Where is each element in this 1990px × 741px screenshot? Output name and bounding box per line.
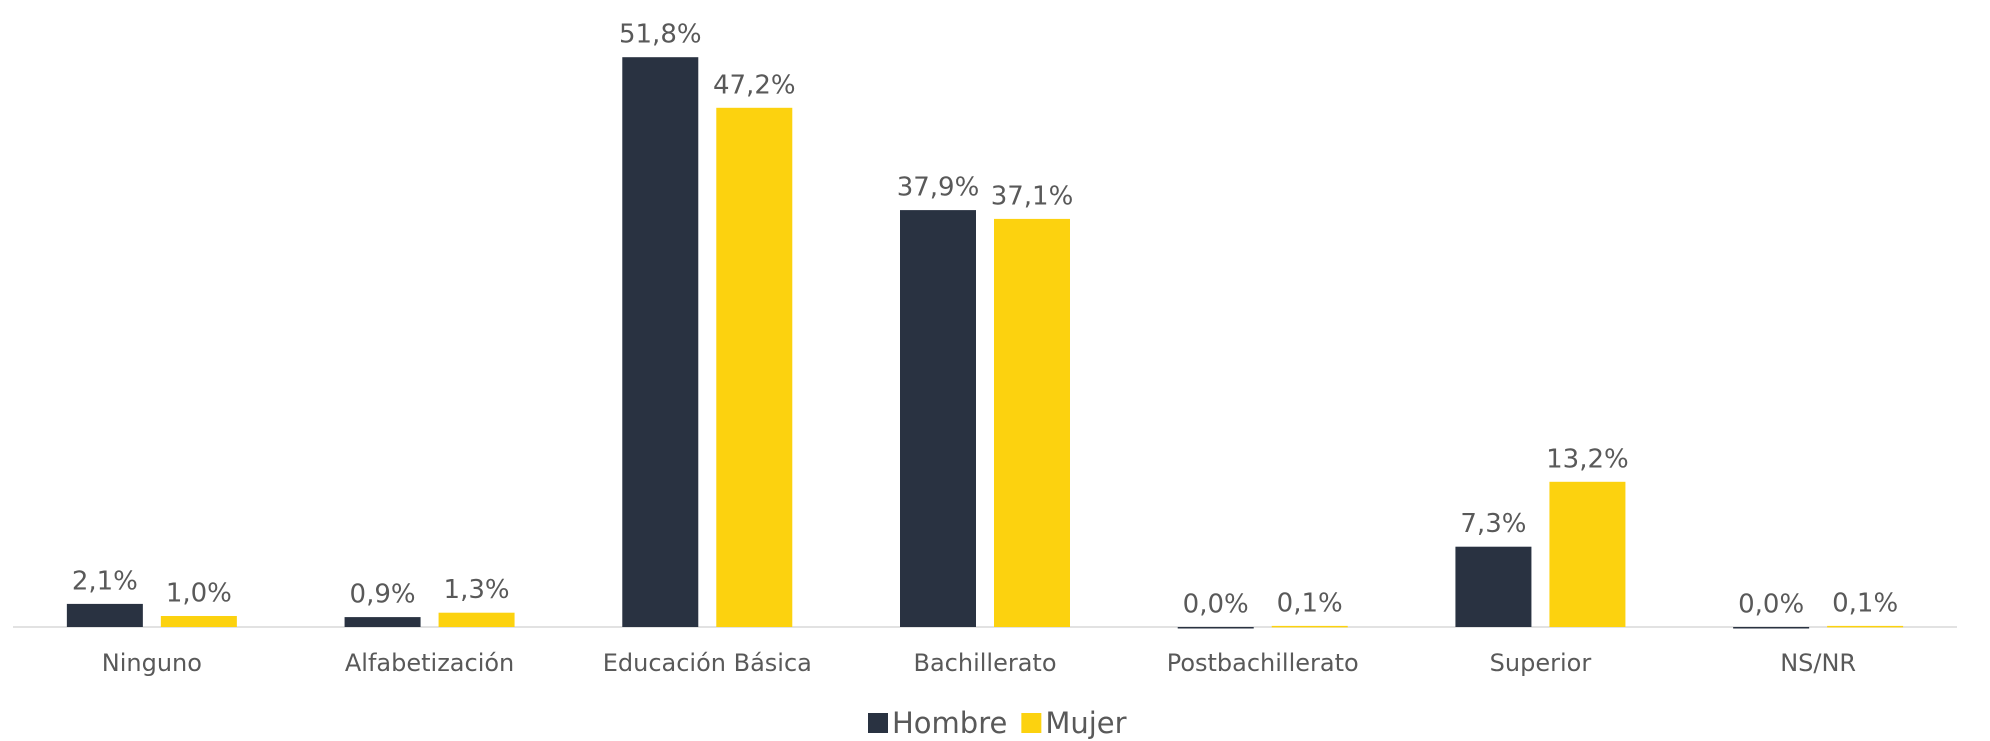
- data-label: 1,0%: [166, 579, 232, 609]
- data-label: 37,1%: [991, 181, 1074, 211]
- legend-swatch: [1021, 713, 1042, 733]
- x-tick-label: Educación Básica: [603, 649, 812, 677]
- bar: [1455, 546, 1532, 627]
- bar: [66, 603, 143, 627]
- x-tick-label: Alfabetización: [345, 649, 514, 677]
- data-label: 0,1%: [1832, 588, 1898, 618]
- data-label: 0,0%: [1183, 590, 1249, 620]
- legend-swatch: [868, 713, 888, 733]
- bar: [622, 57, 699, 627]
- bar: [1733, 627, 1810, 629]
- x-tick-label: Postbachillerato: [1167, 649, 1359, 677]
- bar: [1177, 627, 1254, 629]
- bar: [716, 107, 793, 628]
- bar: [344, 617, 421, 627]
- bar: [994, 218, 1070, 627]
- data-label: 2,1%: [72, 566, 138, 596]
- data-label: 37,9%: [897, 173, 980, 203]
- data-label: 51,8%: [619, 20, 702, 50]
- bar: [1827, 625, 1904, 628]
- x-tick-label: NS/NR: [1780, 649, 1856, 677]
- legend-label: Hombre: [892, 706, 1007, 740]
- bar: [1549, 481, 1626, 627]
- x-tick-label: Superior: [1490, 649, 1592, 677]
- data-label: 47,2%: [713, 70, 796, 100]
- data-label: 7,3%: [1460, 509, 1526, 539]
- bar: [900, 210, 976, 627]
- data-label: 0,9%: [350, 580, 416, 610]
- data-label: 0,1%: [1277, 588, 1343, 618]
- data-label: 0,0%: [1738, 590, 1804, 620]
- data-label: 1,3%: [444, 575, 510, 605]
- bar: [438, 612, 515, 627]
- x-tick-label: Ninguno: [102, 649, 202, 677]
- bar: [1271, 625, 1348, 628]
- bar: [160, 616, 237, 627]
- x-tick-label: Bachillerato: [913, 649, 1056, 677]
- legend-label: Mujer: [1045, 706, 1126, 740]
- data-label: 13,2%: [1546, 444, 1629, 474]
